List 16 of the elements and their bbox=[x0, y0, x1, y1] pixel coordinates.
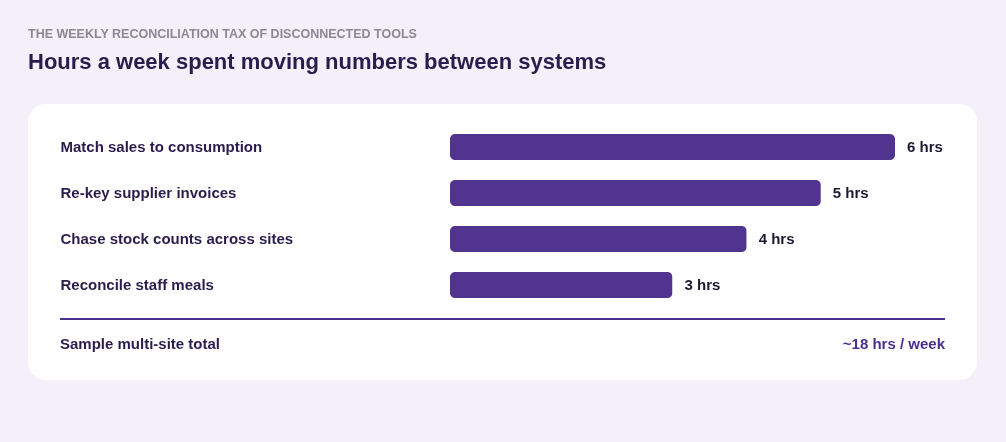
y-tick-label: Re-key supplier invoices bbox=[60, 184, 237, 201]
data-label: 3 hrs bbox=[684, 276, 721, 293]
chart-title: Hours a week spent moving numbers between systems bbox=[28, 49, 607, 74]
bar bbox=[450, 180, 821, 206]
text: Sample multi-site total bbox=[60, 335, 221, 352]
bar bbox=[450, 272, 673, 298]
data-label: 6 hrs bbox=[907, 138, 943, 155]
bar bbox=[450, 134, 895, 160]
text: THE WEEKLY RECONCILIATION TAX OF DISCONNECTED TOOLS bbox=[28, 27, 417, 41]
data-label: 5 hrs bbox=[832, 184, 869, 201]
y-tick-label: Chase stock counts across sites bbox=[60, 230, 294, 247]
bar bbox=[450, 226, 747, 252]
text: ~18 hrs / week bbox=[842, 335, 946, 352]
data-label: 4 hrs bbox=[758, 230, 795, 247]
y-tick-label: Reconcile staff meals bbox=[60, 276, 214, 293]
y-tick-label: Match sales to consumption bbox=[60, 138, 263, 155]
